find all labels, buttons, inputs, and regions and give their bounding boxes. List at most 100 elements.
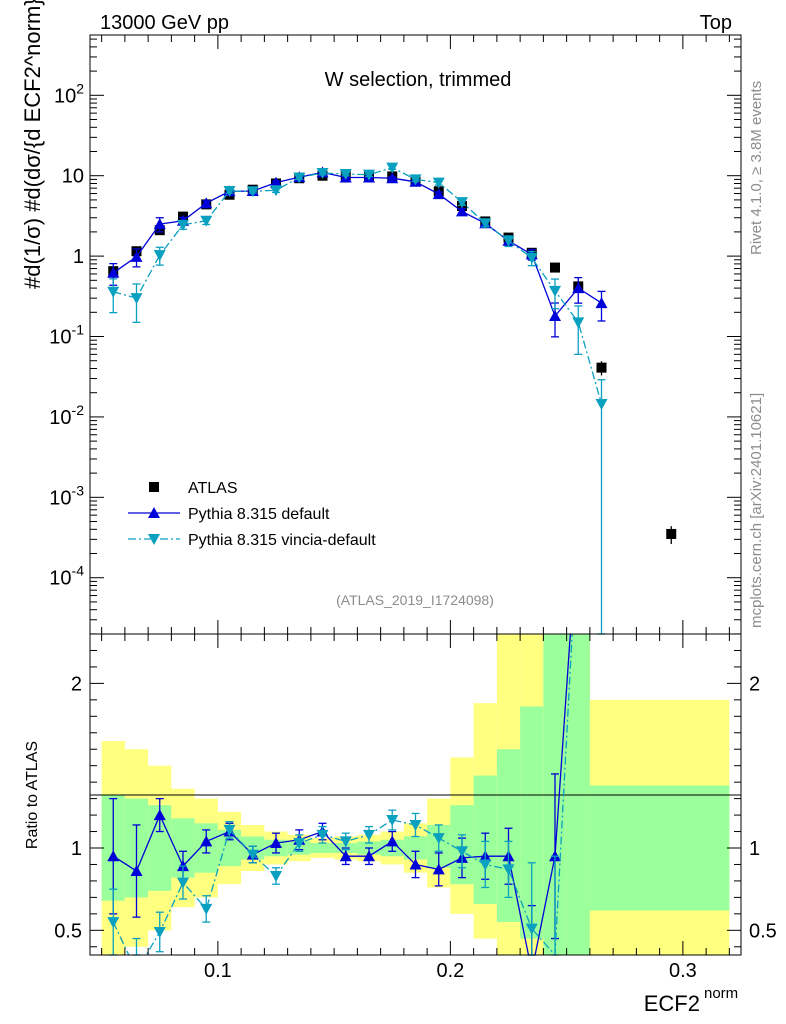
green-band	[403, 836, 428, 860]
ratio-y-label: Ratio to ATLAS	[24, 741, 41, 849]
x-axis-label: ECF2	[644, 991, 700, 1016]
series-line	[113, 166, 603, 405]
ratio-point	[316, 829, 329, 841]
ratio-point	[107, 917, 120, 929]
green-band	[171, 818, 195, 878]
x-tick-label: 0.1	[204, 960, 232, 982]
data-point	[153, 250, 166, 262]
side-label-bottom-text: mcplots.cern.ch [arXiv:2401.10621]	[748, 393, 765, 628]
ratio-point	[363, 850, 375, 862]
data-point	[479, 218, 492, 230]
data-point	[200, 197, 213, 209]
green-band	[520, 706, 544, 939]
data-point	[386, 162, 399, 174]
data-point	[130, 250, 143, 262]
ratio-point	[525, 923, 538, 935]
ratio-point	[200, 903, 213, 915]
green-band	[217, 829, 242, 867]
main-ticks: 10-4 10-3 10-2 10-1 1 10 102	[49, 35, 741, 635]
data-point	[316, 168, 329, 180]
y-tick-label: 10-3	[49, 482, 84, 509]
x-tick-label: 0.2	[436, 960, 464, 982]
ratio-point	[432, 833, 445, 845]
y-tick-label: 102	[54, 80, 84, 107]
legend-label: Pythia 8.315 default	[188, 506, 330, 523]
ratio-y-label-text: Ratio to ATLAS	[24, 741, 41, 849]
legend-marker	[148, 534, 160, 545]
ratio-y-tick-label-right: 0.5	[749, 920, 777, 942]
ratio-point	[502, 864, 515, 876]
x-axis-label-sup: norm	[704, 985, 738, 1002]
data-point	[572, 282, 585, 294]
green-band	[589, 785, 730, 911]
data-point	[432, 177, 445, 189]
data-point	[270, 176, 282, 188]
ratio-panel: 0.5 0.5 1 1 2 2 0.1 0.2 0.3	[54, 633, 777, 982]
ratio-series-1	[107, 634, 573, 956]
series-2	[107, 162, 608, 635]
side-label-top: Rivet 4.1.0, ≥ 3.8M events	[748, 81, 765, 255]
data-point	[339, 169, 352, 181]
ratio-y-tick-label-right: 2	[749, 673, 760, 695]
legend-label: Pythia 8.315 vincia-default	[188, 532, 376, 549]
data-point	[107, 266, 120, 278]
data-point	[595, 297, 608, 309]
data-point	[200, 215, 213, 227]
y-tick-label: 10-2	[49, 402, 84, 429]
main-series	[107, 162, 677, 635]
series-line	[112, 171, 602, 318]
y-tick-label: 10-1	[49, 322, 84, 349]
header-left: 13000 GeV pp	[100, 12, 229, 34]
green-band	[310, 843, 335, 853]
data-point	[409, 174, 422, 186]
data-point	[550, 262, 560, 273]
ratio-point	[200, 835, 213, 847]
data-point	[107, 286, 120, 298]
legend-label: ATLAS	[188, 480, 238, 497]
data-point	[153, 218, 166, 230]
data-point	[363, 169, 375, 181]
data-point	[549, 285, 561, 297]
data-point	[502, 235, 515, 247]
ratio-frame	[89, 633, 742, 956]
data-point	[596, 362, 607, 373]
ratio-line	[112, 634, 573, 955]
ratio-point	[246, 849, 259, 861]
ratio-point	[432, 863, 445, 875]
ratio-y-tick-label: 1	[71, 838, 82, 860]
ratio-point	[223, 824, 236, 836]
ratio-point	[339, 850, 352, 862]
ratio-point	[107, 850, 120, 862]
data-point	[293, 172, 306, 184]
ratio-series	[107, 634, 573, 956]
header-right: Top	[700, 12, 732, 34]
analysis-tag: (ATLAS_2019_I1724098)	[336, 592, 494, 608]
legend-marker	[148, 507, 160, 518]
y-tick-label: 1	[73, 246, 84, 268]
ratio-y-tick-label-right: 1	[749, 838, 760, 860]
data-point	[177, 219, 189, 231]
data-point	[432, 188, 445, 200]
data-point	[666, 528, 677, 539]
y-axis-label-text: #d(1/σ) #d(dσ/{d ECF2^norm})	[20, 0, 45, 289]
ratio-point	[363, 829, 375, 841]
ratio-point	[339, 836, 352, 848]
legend-marker	[149, 482, 159, 492]
ratio-point	[409, 858, 422, 870]
ratio-point	[153, 926, 166, 938]
plot-title: W selection, trimmed	[325, 69, 512, 91]
ratio-point	[270, 837, 282, 849]
data-point	[595, 398, 608, 410]
ratio-ticks: 0.5 0.5 1 1 2 2 0.1 0.2 0.3	[54, 634, 777, 982]
ratio-point	[153, 809, 166, 821]
data-point	[130, 293, 143, 305]
ratio-y-tick-label: 2	[71, 673, 82, 695]
ratio-point	[479, 859, 492, 871]
data-point	[549, 309, 561, 321]
data-point	[386, 172, 399, 184]
ratio-point	[386, 835, 399, 847]
data-point	[456, 205, 468, 217]
ratio-point	[270, 870, 282, 882]
ratio-point	[456, 846, 468, 858]
